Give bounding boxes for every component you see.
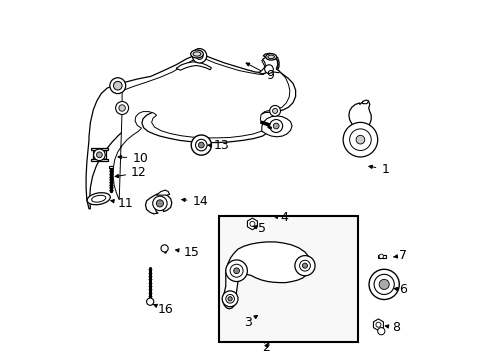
Text: 2: 2 [261, 341, 269, 354]
Circle shape [273, 123, 279, 129]
Bar [219, 216, 357, 342]
Text: 4: 4 [274, 211, 288, 224]
Ellipse shape [87, 193, 110, 205]
Text: 13: 13 [207, 139, 229, 152]
Circle shape [227, 297, 232, 301]
Circle shape [269, 120, 282, 132]
Circle shape [195, 139, 206, 151]
Circle shape [230, 264, 243, 277]
Text: 6: 6 [393, 283, 407, 296]
Circle shape [349, 129, 370, 150]
Text: 14: 14 [182, 195, 207, 208]
Circle shape [110, 78, 125, 94]
Ellipse shape [91, 195, 105, 202]
Circle shape [375, 322, 380, 327]
Circle shape [191, 135, 211, 155]
Circle shape [161, 245, 168, 252]
Text: 12: 12 [115, 166, 146, 179]
Polygon shape [113, 56, 289, 200]
Polygon shape [91, 148, 107, 150]
Circle shape [378, 254, 383, 258]
Text: 10: 10 [118, 152, 148, 165]
Ellipse shape [267, 55, 274, 59]
Circle shape [115, 102, 128, 114]
Polygon shape [347, 101, 373, 153]
Text: 9: 9 [245, 63, 273, 82]
Circle shape [113, 81, 122, 90]
Polygon shape [223, 242, 310, 309]
Ellipse shape [193, 52, 201, 56]
Polygon shape [93, 149, 106, 160]
Circle shape [269, 105, 280, 116]
Text: 7: 7 [393, 249, 407, 262]
Ellipse shape [265, 54, 276, 60]
Circle shape [368, 269, 399, 300]
Polygon shape [176, 62, 211, 70]
Circle shape [156, 200, 163, 207]
Text: 3: 3 [244, 315, 257, 329]
Circle shape [96, 152, 102, 158]
Polygon shape [86, 53, 295, 209]
Circle shape [152, 196, 167, 211]
Circle shape [343, 122, 377, 157]
Polygon shape [91, 159, 107, 161]
Circle shape [233, 268, 239, 274]
Circle shape [196, 52, 203, 59]
Circle shape [378, 279, 388, 289]
Circle shape [302, 263, 307, 268]
Circle shape [294, 256, 314, 276]
Circle shape [355, 135, 364, 144]
Circle shape [249, 221, 254, 226]
Polygon shape [362, 100, 368, 104]
Circle shape [119, 105, 125, 111]
Polygon shape [261, 116, 291, 137]
Circle shape [146, 298, 153, 305]
Polygon shape [258, 56, 279, 74]
Polygon shape [377, 255, 385, 258]
Text: 16: 16 [152, 303, 174, 316]
Circle shape [264, 65, 273, 73]
Text: 8: 8 [385, 321, 399, 334]
Circle shape [225, 294, 234, 303]
Text: 15: 15 [175, 246, 199, 258]
Circle shape [299, 260, 310, 271]
Circle shape [94, 149, 105, 161]
Circle shape [222, 291, 238, 307]
Polygon shape [109, 166, 113, 168]
Circle shape [373, 274, 393, 294]
Circle shape [225, 260, 247, 282]
Circle shape [377, 328, 384, 335]
Polygon shape [156, 190, 169, 195]
Polygon shape [145, 194, 171, 214]
Ellipse shape [190, 50, 203, 58]
Text: 5: 5 [252, 222, 265, 235]
Circle shape [198, 142, 204, 148]
Text: 1: 1 [368, 163, 388, 176]
Text: 11: 11 [111, 197, 133, 210]
Circle shape [272, 108, 277, 113]
Circle shape [192, 49, 206, 63]
